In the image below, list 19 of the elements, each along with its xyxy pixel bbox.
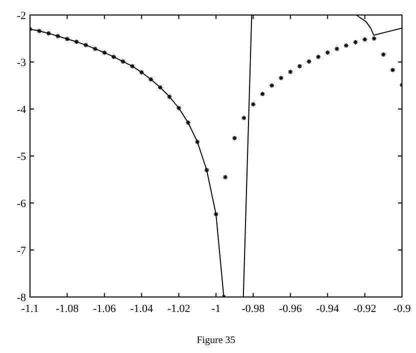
x-tick-label: -0.9 [393,303,412,315]
caption: Figure 35 [196,335,236,346]
y-tick-label: -7 [16,245,26,257]
y-tick-label: -8 [16,292,26,304]
y-tick-label: -5 [16,151,26,163]
x-tick-label: -1.04 [130,303,154,315]
x-tick-label: -1.02 [167,303,190,315]
y-tick-label: -2 [16,10,26,22]
x-tick-label: -1.06 [92,303,116,315]
x-tick-label: -0.92 [353,303,376,315]
x-tick-label: -1.08 [56,303,80,315]
y-tick-label: -6 [16,198,26,210]
x-tick-label: -1 [211,303,221,315]
y-tick-label: -3 [16,57,26,69]
x-tick-label: -0.98 [242,303,266,315]
x-tick-label: -0.96 [278,303,302,315]
y-tick-label: -4 [16,104,26,116]
x-tick-label: -0.94 [316,303,340,315]
x-tick-label: -1.1 [21,303,39,315]
